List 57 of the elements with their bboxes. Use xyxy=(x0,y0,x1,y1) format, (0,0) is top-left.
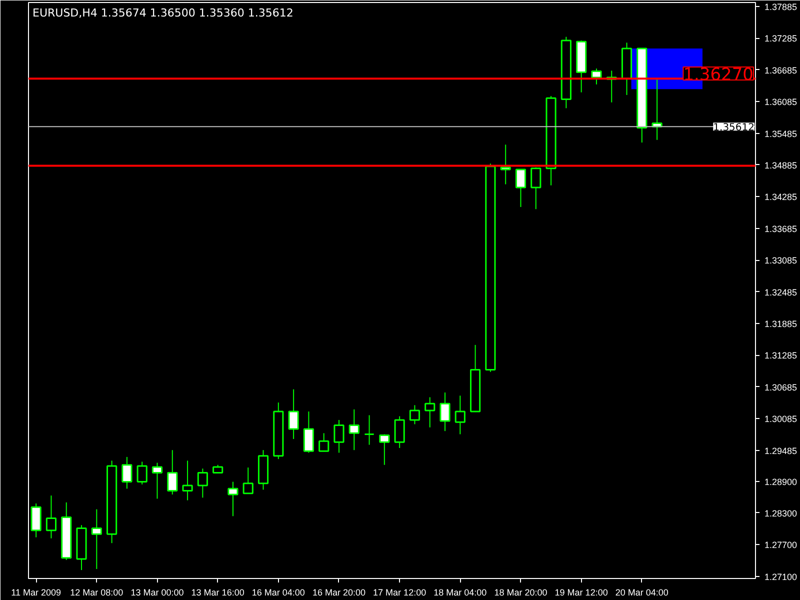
candlestick xyxy=(152,462,163,500)
candlestick xyxy=(46,495,57,539)
y-tick-label: 1.30085 xyxy=(764,414,798,424)
y-tick-label: 1.33085 xyxy=(764,256,798,266)
candlestick xyxy=(440,392,450,432)
y-tick-label: 1.32485 xyxy=(764,287,798,298)
candlestick xyxy=(424,396,436,428)
candlestick xyxy=(530,166,542,210)
candlestick xyxy=(364,414,375,446)
y-tick-label: 1.36085 xyxy=(764,97,798,108)
y-tick-label: 1.27700 xyxy=(764,540,798,550)
y-tick-label: 1.34285 xyxy=(764,192,798,202)
x-tick-label: 16 Mar 04:00 xyxy=(252,588,305,598)
y-tick-label: 1.28300 xyxy=(764,508,798,518)
candlestick xyxy=(334,419,344,454)
y-tick-label: 1.31285 xyxy=(764,350,798,361)
candlestick xyxy=(348,408,360,451)
candlestick xyxy=(454,395,466,435)
candlestick xyxy=(303,411,314,454)
x-tick-label: 18 Mar 04:00 xyxy=(434,588,487,598)
x-tick-label: 12 Mar 08:00 xyxy=(70,588,124,598)
y-tick-label: 1.36685 xyxy=(764,65,798,76)
x-tick-label: 20 Mar 04:00 xyxy=(615,588,668,598)
candlestick xyxy=(228,481,238,517)
y-tick-label: 1.28900 xyxy=(764,476,798,487)
candlestick xyxy=(30,502,42,538)
y-tick-label: 1.37285 xyxy=(764,34,798,44)
chart-title: EURUSD,H4 1.35674 1.36500 1.35360 1.35612 xyxy=(32,6,294,20)
y-tick-label: 1.27100 xyxy=(764,572,798,582)
x-tick-label: 16 Mar 20:00 xyxy=(312,588,366,598)
candlestick xyxy=(591,68,602,85)
x-tick-label: 13 Mar 00:00 xyxy=(130,588,184,598)
x-tick-label: 17 Mar 12:00 xyxy=(373,588,426,598)
y-tick-label: 1.30685 xyxy=(764,382,798,392)
y-tick-label: 1.37885 xyxy=(764,2,798,12)
x-tick-label: 13 Mar 16:00 xyxy=(191,588,244,598)
candlestick xyxy=(394,416,405,448)
candlestick xyxy=(182,460,193,501)
y-tick-label: 1.31885 xyxy=(764,319,798,330)
candlestick xyxy=(318,432,330,452)
candlestick xyxy=(288,388,299,440)
y-tick-label: 1.29485 xyxy=(764,446,798,456)
x-tick-label: 18 Mar 20:00 xyxy=(494,588,548,598)
candlestick xyxy=(167,450,178,495)
y-tick-label: 1.35485 xyxy=(764,128,798,139)
candlestick xyxy=(379,434,390,466)
candlestick xyxy=(197,468,208,498)
candlestick xyxy=(122,456,132,490)
y-tick-label: 1.33685 xyxy=(764,224,798,234)
y-tick-label: 1.34885 xyxy=(764,160,798,170)
candlestick xyxy=(136,461,148,485)
candlestick xyxy=(242,467,254,494)
candlestick xyxy=(409,404,420,425)
candlestick xyxy=(515,168,526,208)
x-tick-label: 19 Mar 12:00 xyxy=(554,588,608,598)
x-tick-label: 11 Mar 2009 xyxy=(11,588,62,598)
candlestick xyxy=(91,508,102,570)
